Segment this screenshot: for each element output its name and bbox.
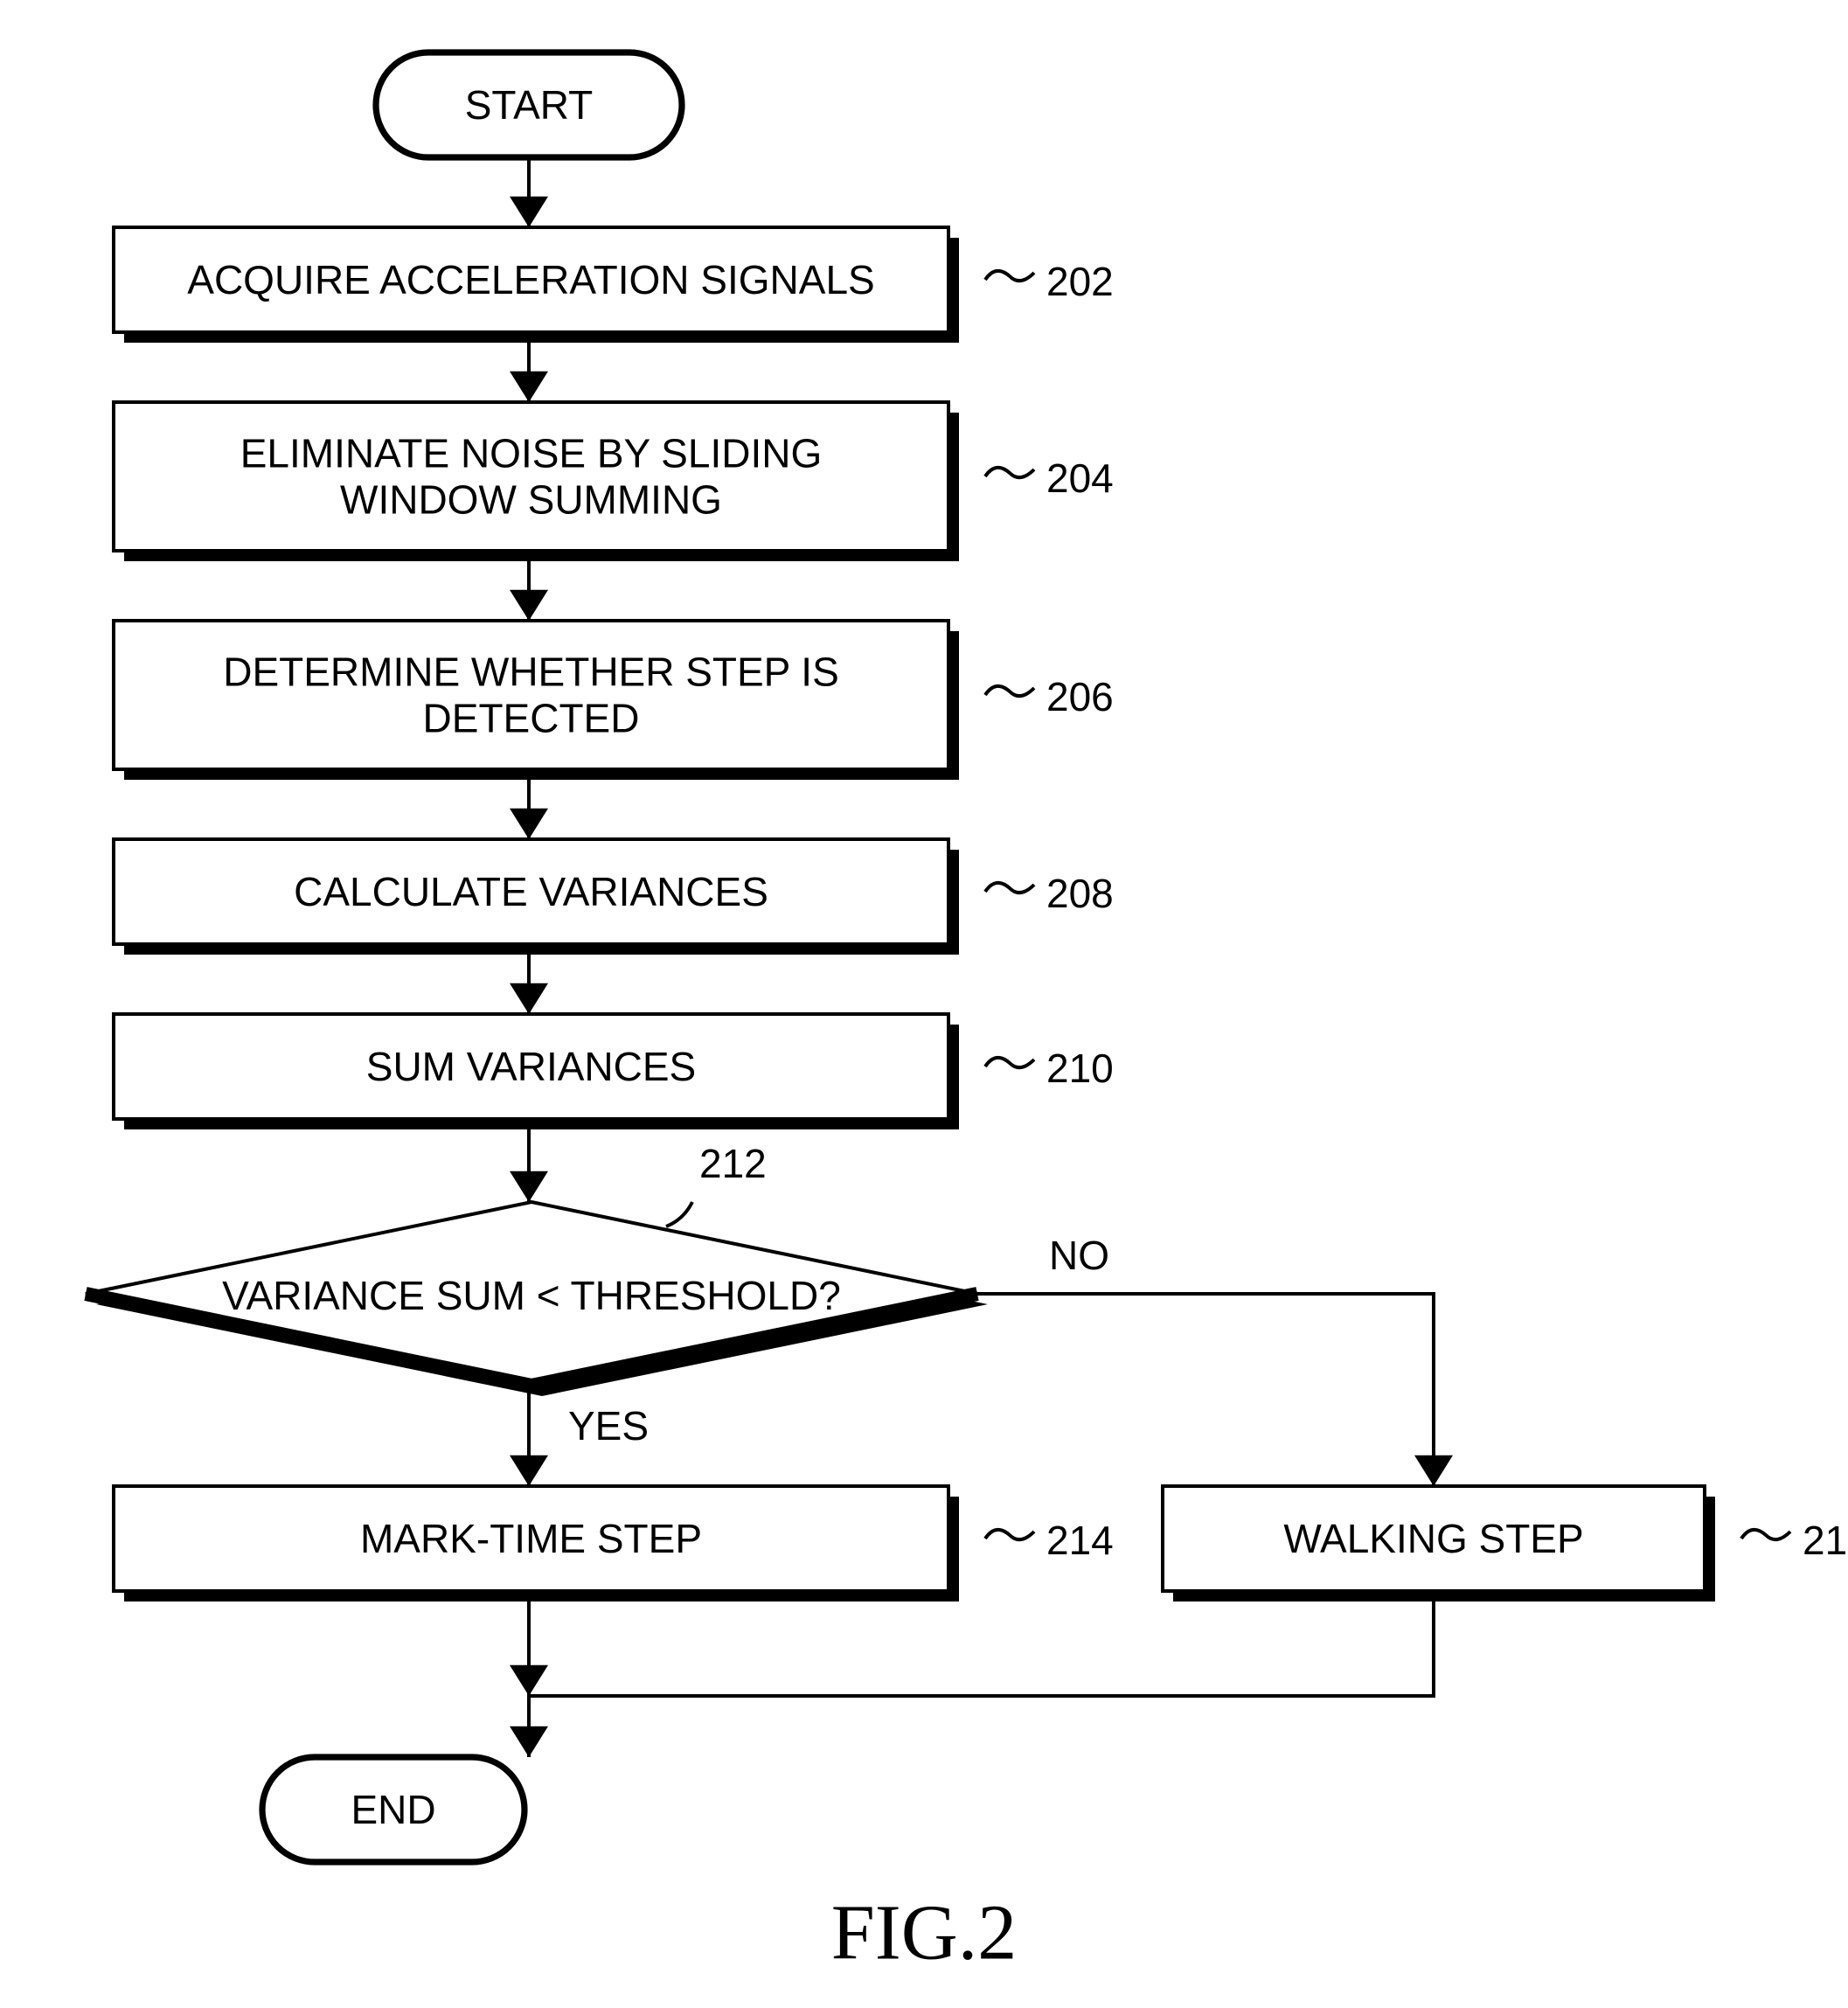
n204-ref: 204 xyxy=(1046,455,1114,501)
n214: MARK-TIME STEP 214 xyxy=(114,1486,1114,1602)
n204: ELIMINATE NOISE BY SLIDINGWINDOW SUMMING… xyxy=(114,402,1114,561)
n216: WALKING STEP 216 xyxy=(1163,1486,1848,1602)
n212-text: VARIANCE SUM < THRESHOLD? xyxy=(222,1273,841,1318)
n214-text-line-0: MARK-TIME STEP xyxy=(360,1516,702,1561)
n212-ref: 212 xyxy=(699,1141,767,1186)
n206: DETERMINE WHETHER STEP ISDETECTED 206 xyxy=(114,621,1114,780)
n204-text-line-0: ELIMINATE NOISE BY SLIDING xyxy=(240,431,822,476)
n210-text-line-0: SUM VARIANCES xyxy=(366,1044,696,1089)
n208-ref: 208 xyxy=(1046,871,1114,916)
n210: SUM VARIANCES 210 xyxy=(114,1014,1114,1129)
n210-ref: 210 xyxy=(1046,1046,1114,1091)
n208-text-line-0: CALCULATE VARIANCES xyxy=(294,869,768,914)
n216-text-line-0: WALKING STEP xyxy=(1283,1516,1583,1561)
figure-caption: FIG.2 xyxy=(831,1890,1018,1977)
edge-label: NO xyxy=(1049,1233,1109,1278)
n206-text-line-0: DETERMINE WHETHER STEP IS xyxy=(223,650,839,695)
n216-ref: 216 xyxy=(1803,1518,1848,1563)
n206-text-line-1: DETECTED xyxy=(423,696,640,741)
n202-ref: 202 xyxy=(1046,259,1114,304)
n208: CALCULATE VARIANCES 208 xyxy=(114,839,1114,955)
start: START xyxy=(376,52,682,157)
end-label: END xyxy=(351,1787,435,1832)
edge-label: YES xyxy=(568,1403,649,1449)
n202-text-line-0: ACQUIRE ACCELERATION SIGNALS xyxy=(187,257,874,302)
n206-ref: 206 xyxy=(1046,674,1114,719)
n204-text-line-1: WINDOW SUMMING xyxy=(340,477,722,523)
n214-ref: 214 xyxy=(1046,1518,1114,1563)
start-label: START xyxy=(465,82,594,128)
end: END xyxy=(262,1757,525,1862)
n202: ACQUIRE ACCELERATION SIGNALS 202 xyxy=(114,227,1114,343)
